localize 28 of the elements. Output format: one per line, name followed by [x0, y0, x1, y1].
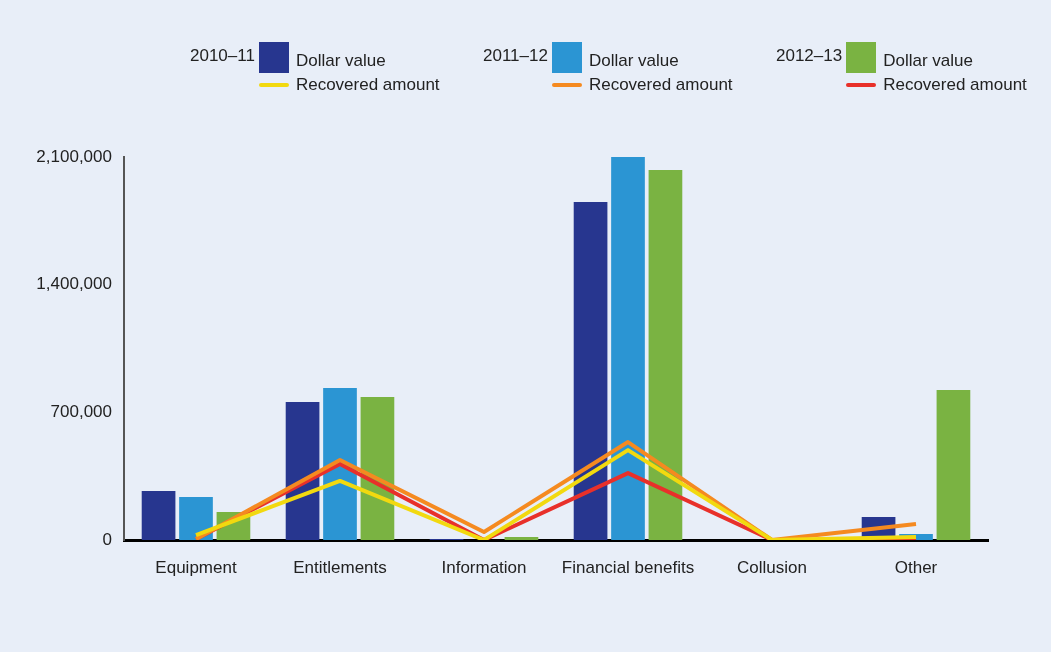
- bar: [141, 490, 176, 540]
- bar: [611, 157, 645, 540]
- x-tick-label: Entitlements: [293, 557, 387, 577]
- bar: [504, 537, 539, 540]
- x-tick-label: Equipment: [155, 557, 237, 577]
- legend-label: Dollar value: [295, 51, 386, 71]
- x-tick-label: Collusion: [737, 557, 807, 577]
- legend-label: Dollar value: [588, 51, 679, 71]
- text: 2010–11: [190, 46, 255, 67]
- legend-label: Recovered amount: [588, 75, 733, 95]
- y-tick-label: 2,100,000: [36, 146, 112, 166]
- x-tick-label: Financial benefits: [561, 557, 695, 577]
- text: 2012–13: [776, 46, 843, 67]
- bar: [936, 390, 971, 540]
- bar: [285, 401, 320, 540]
- y-tick-label: 0: [102, 529, 112, 549]
- bar: [648, 169, 683, 540]
- x-tick-label: Information: [441, 557, 527, 577]
- bar: [323, 388, 357, 540]
- legend-label: Dollar value: [883, 51, 973, 71]
- bar: [573, 202, 608, 540]
- x-tick-label: Other: [894, 557, 938, 577]
- legend-label: Recovered amount: [295, 75, 440, 95]
- text: 2011–12: [483, 46, 548, 67]
- bar: [179, 496, 213, 540]
- y-tick-label: 1,400,000: [36, 274, 112, 294]
- legend-label: Recovered amount: [883, 75, 1027, 95]
- y-tick-label: 700,000: [50, 402, 112, 422]
